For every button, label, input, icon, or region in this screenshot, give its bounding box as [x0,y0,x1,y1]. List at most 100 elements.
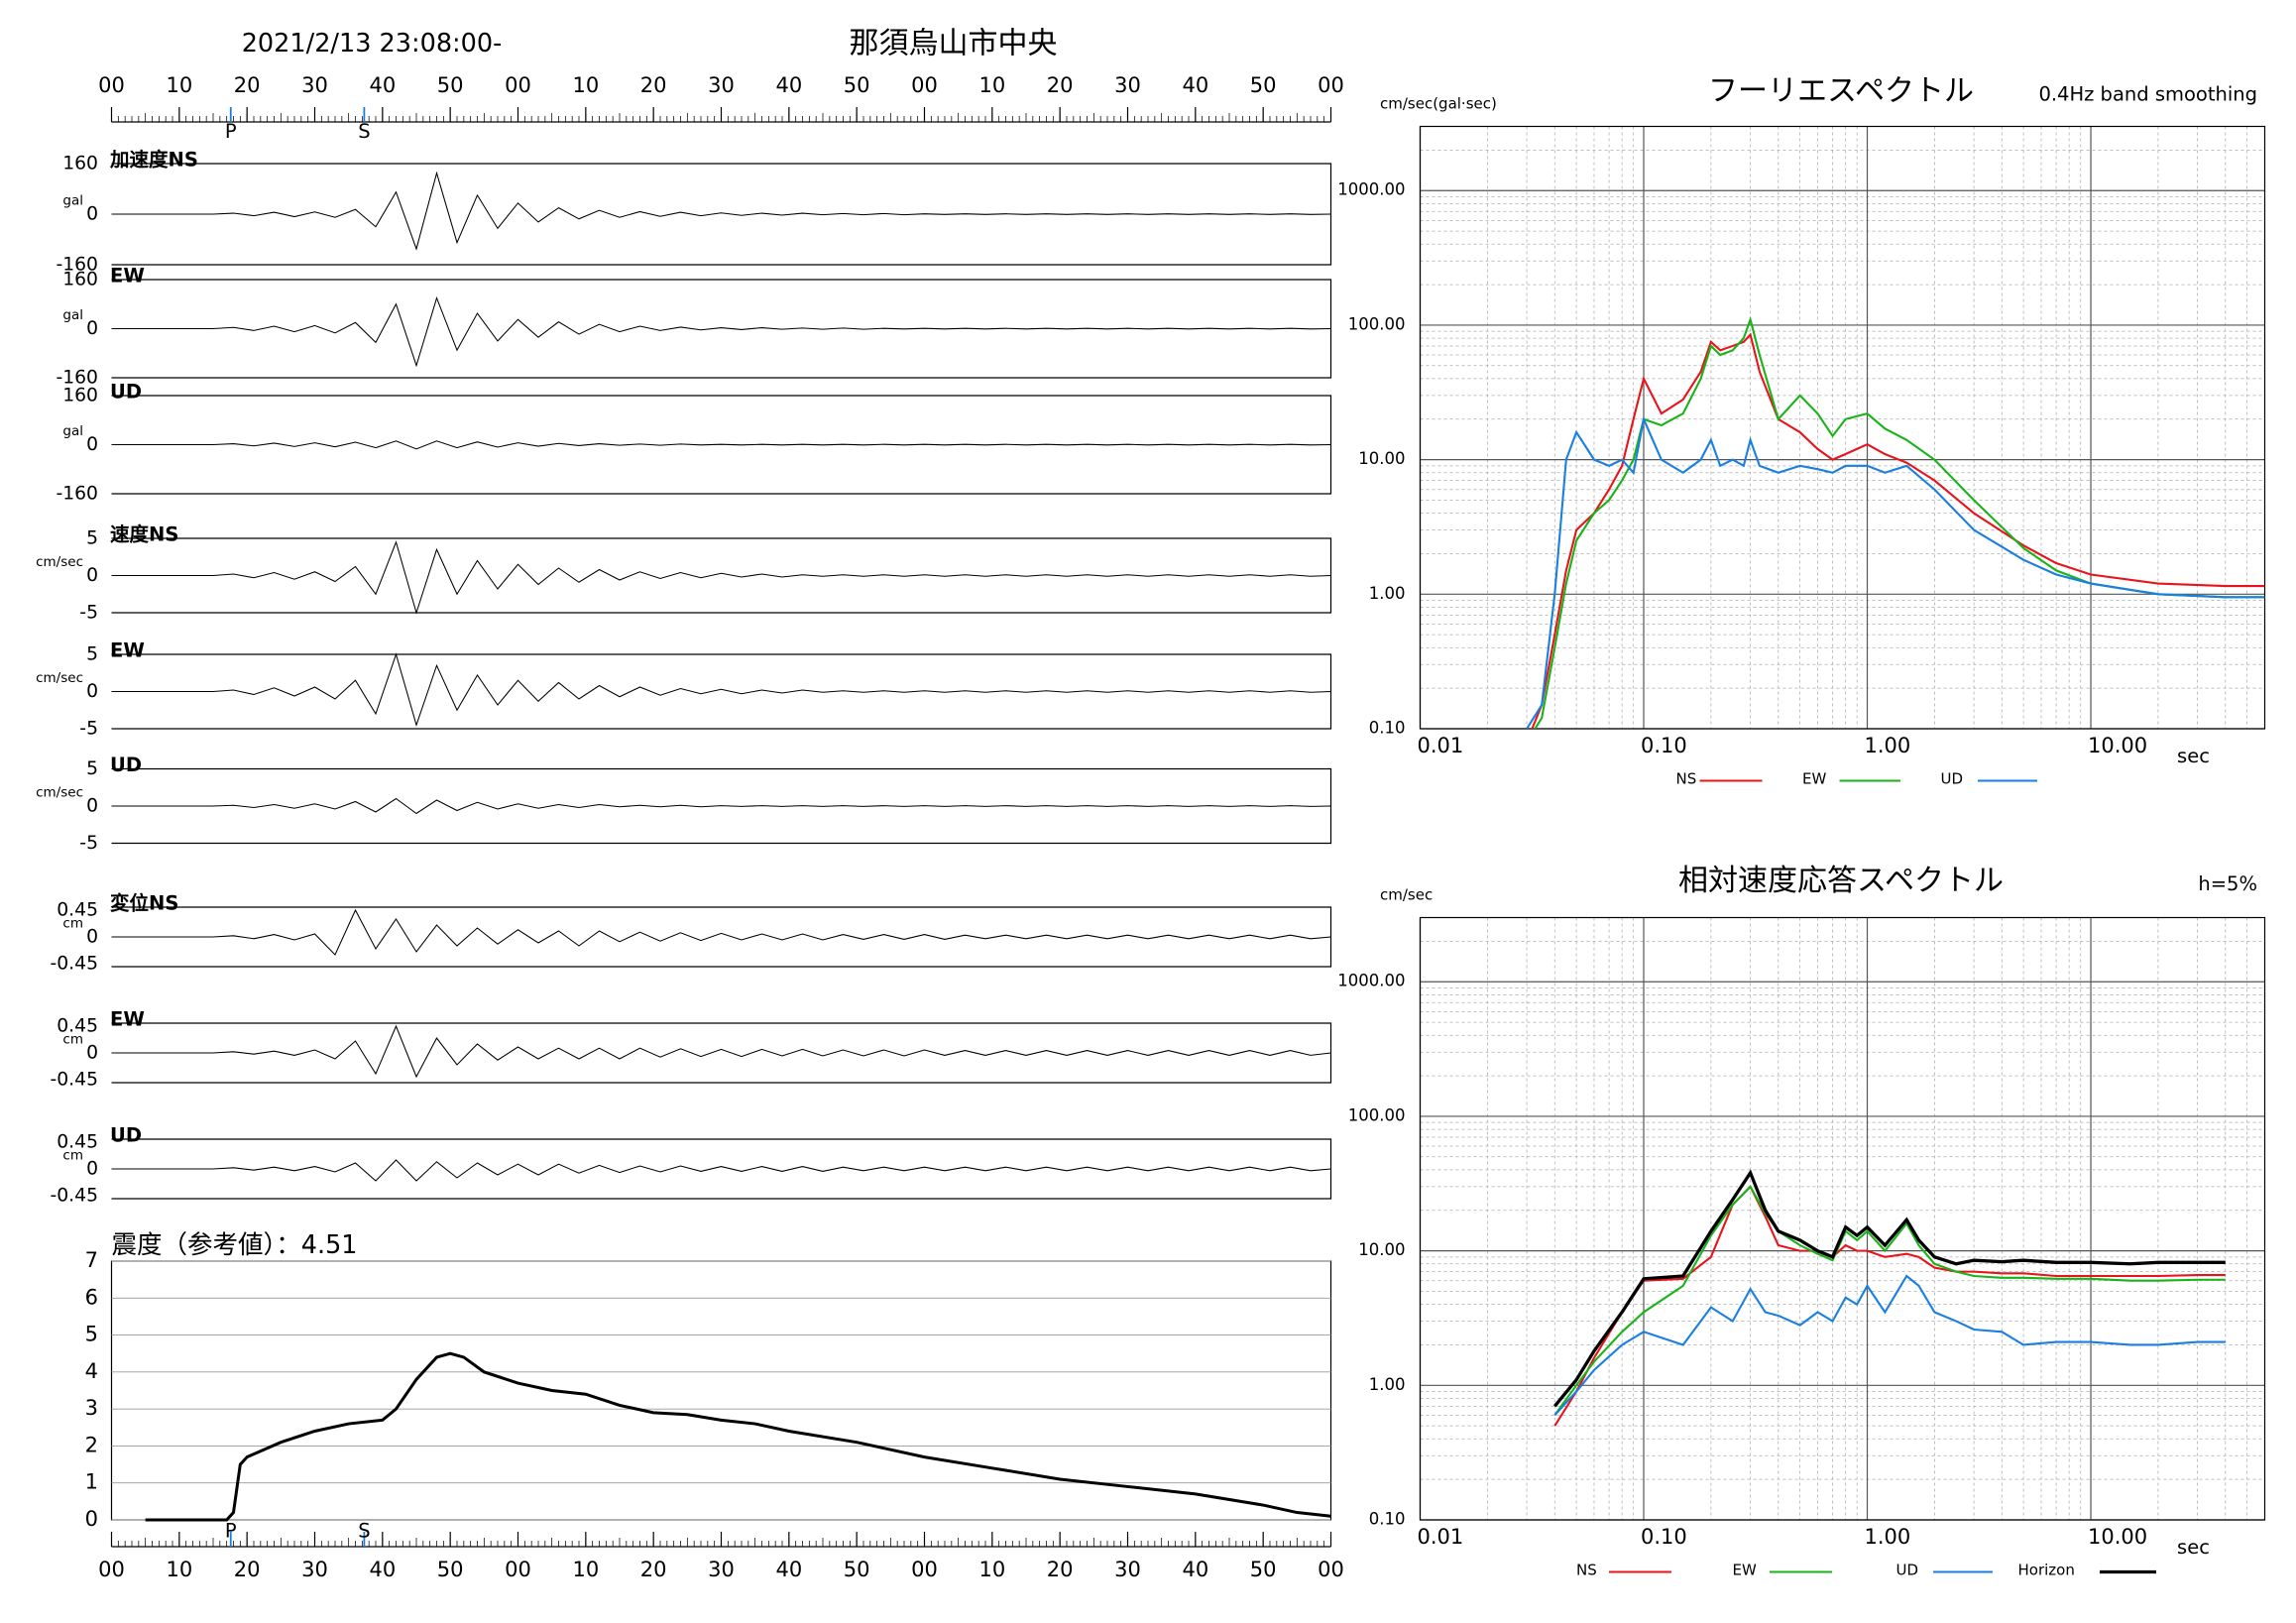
x-tick-label: 20 [1047,1558,1074,1581]
x-tick-label: 50 [1250,73,1277,97]
y-tick-label: 3 [85,1396,98,1420]
x-tick-label: 20 [234,73,261,97]
chart-subtitle: 0.4Hz band smoothing [2038,83,2257,106]
x-tick-label: 10.00 [2088,734,2147,757]
x-tick-label: 00 [505,73,531,97]
x-tick-label: 00 [505,1558,531,1581]
waveform [111,1024,1331,1079]
y-tick-label: -160 [56,255,98,276]
y-tick-label: 0 [86,318,98,339]
waveform [111,295,1331,368]
x-tick-label: 50 [437,73,464,97]
y-tick-label: 0 [86,434,98,455]
y-tick-label: 5 [86,758,98,779]
x-axis-label: sec [2177,1536,2210,1559]
x-tick-label: 50 [1250,1558,1277,1581]
y-tick-label: -0.45 [50,1186,98,1207]
phase-label: S [358,120,370,143]
legend-label: Horizon [2018,1562,2075,1579]
x-tick-label: 10.00 [2088,1525,2147,1549]
x-tick-label: 20 [1047,73,1074,97]
waveform [111,1159,1331,1182]
y-tick-label: 10.00 [1358,1240,1405,1259]
panel-frame [111,906,1332,968]
y-tick-label: 0 [85,1507,98,1531]
x-tick-label: 40 [775,73,802,97]
legend-label: EW [1733,1562,1757,1579]
panel-frame [111,537,1332,614]
unit-label: gal [62,307,83,323]
y-tick-label: 0.45 [57,900,98,921]
unit-label: cm [62,1032,83,1048]
y-tick-label: 0.10 [1369,719,1406,738]
x-tick-label: 40 [775,1558,802,1581]
x-tick-label: 00 [911,1558,938,1581]
y-tick-label: 0 [86,927,98,948]
x-tick-label: 30 [301,73,328,97]
waveform [111,652,1331,727]
x-tick-label: 40 [1182,73,1208,97]
y-tick-label: -5 [79,603,98,624]
y-tick-label: 5 [86,644,98,665]
y-tick-label: 7 [85,1248,98,1272]
y-tick-label: 2 [85,1433,98,1456]
x-tick-label: 10 [166,1558,192,1581]
y-tick-label: 1.00 [1369,1375,1406,1394]
waveform [111,797,1331,815]
y-tick-label: 0 [86,681,98,702]
x-tick-label: 30 [708,73,735,97]
x-tick-label: 40 [369,73,396,97]
panel-label: UD [110,381,142,404]
y-tick-label: -5 [79,833,98,854]
y-tick-label: 100.00 [1348,1105,1406,1124]
x-tick-label: 40 [1182,1558,1208,1581]
legend-label: EW [1802,770,1826,788]
x-tick-label: 00 [98,73,125,97]
y-tick-label: -160 [56,368,98,389]
y-tick-label: -0.45 [50,1070,98,1091]
x-tick-label: 10 [978,1558,1005,1581]
spectrum-line [1534,315,2265,730]
x-tick-label: 20 [640,73,667,97]
x-tick-label: 50 [844,1558,870,1581]
unit-label: cm [62,1148,83,1164]
x-tick-label: 30 [708,1558,735,1581]
spectrum-line [1553,1185,2226,1417]
legend-label: NS [1676,770,1697,788]
spectrum-line [1553,1185,2226,1427]
panel-label: UD [110,754,142,776]
plot-frame [1419,125,2266,730]
datetime: 2021/2/13 23:08:00- [242,29,503,58]
x-tick-label: 0.01 [1418,734,1464,757]
y-tick-label: 10.00 [1358,449,1405,468]
legend-label: NS [1576,1562,1597,1579]
y-tick-label: -5 [79,719,98,740]
y-tick-label: 160 [62,270,98,290]
station: 那須烏山市中央 [850,27,1058,61]
unit-label: cm/sec [36,785,83,801]
chart-title: 震度（参考値）：4.51 [112,1230,358,1260]
y-tick-label: 4 [85,1359,98,1383]
y-tick-label: 0.45 [57,1016,98,1037]
chart-title: フーリエスペクトル [1708,74,1974,109]
x-tick-label: 20 [640,1558,667,1581]
panel-label: UD [110,1124,142,1147]
x-tick-label: 30 [1114,73,1141,97]
x-tick-label: 10 [572,73,599,97]
x-tick-label: 1.00 [1865,734,1911,757]
intensity-line [145,1351,1331,1522]
y-tick-label: 5 [86,528,98,549]
x-tick-label: 00 [98,1558,125,1581]
x-tick-label: 20 [234,1558,261,1581]
x-tick-label: 00 [1318,1558,1344,1581]
x-tick-label: 50 [844,73,870,97]
unit-label: cm [62,916,83,932]
y-tick-label: 0 [86,1159,98,1180]
x-tick-label: 30 [1114,1558,1141,1581]
y-tick-label: -160 [56,484,98,505]
waveform [111,908,1331,956]
unit-label: cm/sec [36,554,83,570]
x-tick-label: 0.10 [1641,1525,1687,1549]
y-tick-label: 1 [85,1470,98,1494]
